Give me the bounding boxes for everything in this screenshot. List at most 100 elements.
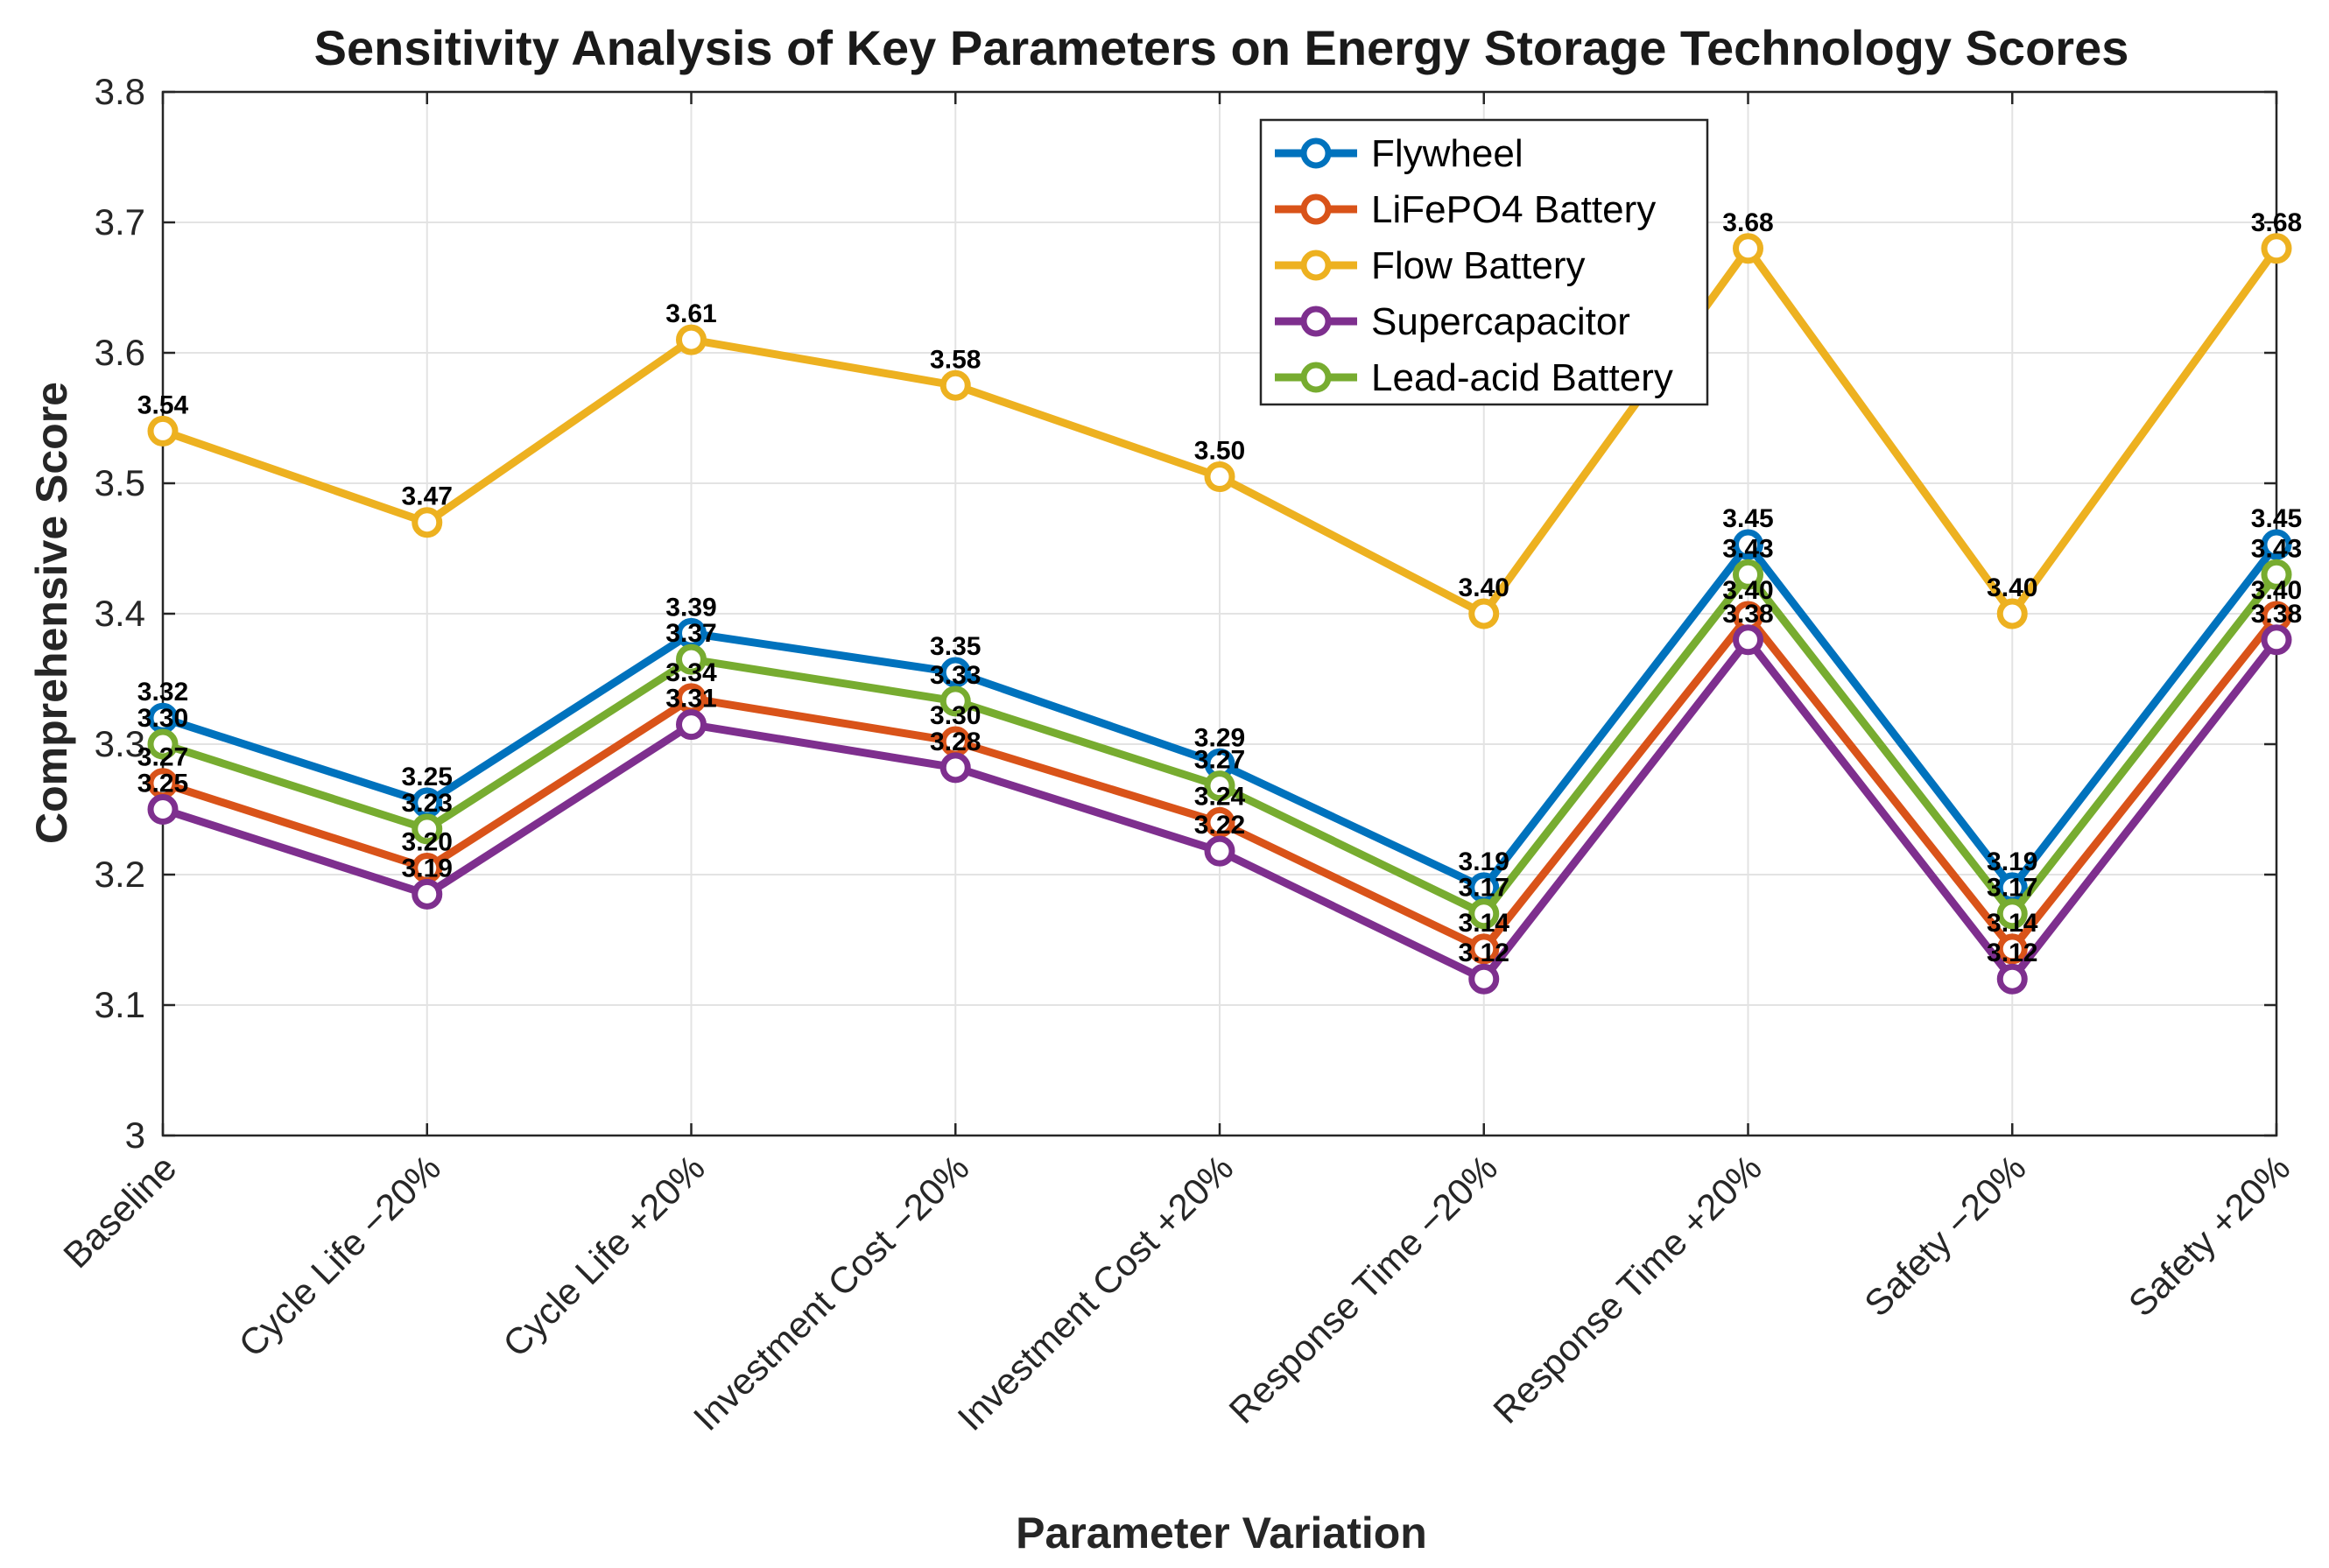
y-tick-label: 3.8 — [95, 71, 145, 112]
data-label-flywheel: 3.45 — [2251, 504, 2302, 533]
data-point-supercapacitor — [2261, 624, 2292, 656]
y-tick-label: 3.7 — [95, 201, 145, 243]
series-flow-battery — [147, 233, 2292, 629]
data-label-supercapacitor: 3.25 — [137, 770, 188, 798]
data-point-flywheel — [2261, 529, 2292, 560]
legend-item-supercapacitor: Supercapacitor — [1275, 300, 1630, 343]
data-point-lead-acid-battery — [2261, 559, 2292, 590]
data-point-lifepo4-battery — [1996, 933, 2028, 965]
data-label-flow-battery: 3.68 — [2251, 208, 2302, 237]
legend-item-flywheel: Flywheel — [1275, 132, 1523, 175]
legend-label: Flow Battery — [1371, 244, 1586, 287]
series-lines — [147, 233, 2292, 995]
legend-item-flow-battery: Flow Battery — [1275, 244, 1586, 287]
x-axis-title: Parameter Variation — [1016, 1508, 1427, 1557]
data-label-lead-acid-battery: 3.43 — [2251, 534, 2302, 563]
legend-swatch-marker — [1300, 362, 1332, 393]
series-lifepo4-battery — [147, 601, 2292, 965]
data-label-flow-battery: 3.68 — [1722, 208, 1773, 237]
series-lead-acid-battery — [147, 559, 2292, 930]
data-point-lead-acid-battery — [147, 728, 179, 760]
data-point-flow-battery — [939, 369, 971, 401]
data-point-flow-battery — [1996, 598, 2028, 629]
data-point-supercapacitor — [1996, 963, 2028, 995]
data-label-lead-acid-battery: 3.17 — [1459, 874, 1509, 903]
data-label-supercapacitor: 3.12 — [1459, 939, 1509, 967]
data-label-flywheel: 3.32 — [137, 678, 188, 707]
data-label-lifepo4-battery: 3.30 — [930, 701, 981, 730]
data-point-supercapacitor — [1733, 624, 1763, 656]
legend-label: Supercapacitor — [1371, 300, 1630, 343]
legend-item-lifepo4-battery: LiFePO4 Battery — [1275, 188, 1656, 231]
data-point-lead-acid-battery — [1996, 898, 2028, 930]
data-point-supercapacitor — [939, 752, 971, 784]
data-point-supercapacitor — [147, 794, 179, 825]
data-label-supercapacitor: 3.12 — [1987, 939, 2037, 967]
data-point-supercapacitor — [676, 709, 707, 741]
data-label-flywheel: 3.19 — [1459, 847, 1509, 876]
data-point-flow-battery — [1733, 233, 1763, 264]
data-label-flywheel: 3.39 — [665, 593, 716, 622]
data-label-flow-battery: 3.54 — [137, 390, 189, 419]
data-label-lead-acid-battery: 3.17 — [1987, 874, 2037, 903]
y-tick-label: 3.2 — [95, 854, 145, 895]
data-labels: 3.32 3.25 3.39 3.35 3.29 3.19 3.45 3.19 3.45 3.27… — [137, 208, 2302, 967]
data-point-lead-acid-battery — [939, 686, 971, 717]
data-point-lead-acid-battery — [1204, 770, 1235, 802]
data-label-lifepo4-battery: 3.40 — [1722, 576, 1773, 605]
data-label-lifepo4-battery: 3.24 — [1194, 782, 1246, 811]
data-point-flywheel — [1733, 529, 1763, 560]
y-axis-title: Comprehensive Score — [27, 382, 76, 844]
data-label-flow-battery: 3.40 — [1459, 573, 1509, 602]
data-label-supercapacitor: 3.22 — [1194, 811, 1245, 840]
data-label-flow-battery: 3.47 — [402, 482, 453, 511]
data-label-flywheel: 3.19 — [1987, 847, 2037, 876]
data-point-lead-acid-battery — [412, 813, 443, 845]
legend-swatch-marker — [1300, 250, 1332, 281]
data-label-lead-acid-battery: 3.23 — [402, 789, 453, 818]
data-label-supercapacitor: 3.28 — [930, 728, 981, 756]
data-label-lead-acid-battery: 3.30 — [137, 704, 188, 733]
y-tick-label: 3.1 — [95, 984, 145, 1025]
data-label-lifepo4-battery: 3.34 — [665, 658, 717, 687]
data-label-supercapacitor: 3.38 — [1722, 600, 1773, 629]
y-tick-label: 3 — [125, 1114, 145, 1156]
data-label-supercapacitor: 3.38 — [2251, 600, 2302, 629]
data-point-lifepo4-battery — [1204, 806, 1235, 838]
data-point-lifepo4-battery — [1468, 933, 1500, 965]
data-label-flywheel: 3.25 — [402, 763, 453, 791]
data-label-lead-acid-battery: 3.37 — [665, 619, 716, 648]
y-tick-label: 3.3 — [95, 723, 145, 764]
y-tick-label: 3.6 — [95, 332, 145, 373]
data-point-flow-battery — [676, 324, 707, 355]
data-point-lead-acid-battery — [1733, 559, 1763, 590]
data-label-supercapacitor: 3.19 — [402, 854, 453, 882]
legend-item-lead-acid-battery: Lead-acid Battery — [1275, 356, 1673, 399]
series-supercapacitor — [147, 624, 2292, 995]
legend-label: LiFePO4 Battery — [1371, 188, 1656, 231]
data-label-flywheel: 3.29 — [1194, 723, 1245, 752]
data-label-supercapacitor: 3.31 — [665, 685, 716, 714]
data-label-lifepo4-battery: 3.14 — [1987, 909, 2038, 938]
data-label-flywheel: 3.45 — [1722, 504, 1773, 533]
legend-swatch-marker — [1300, 193, 1332, 225]
data-label-lifepo4-battery: 3.20 — [402, 828, 453, 857]
data-label-flywheel: 3.35 — [930, 632, 981, 661]
data-label-lifepo4-battery: 3.27 — [137, 743, 188, 772]
legend-label: Flywheel — [1371, 132, 1523, 175]
legend-label: Lead-acid Battery — [1371, 356, 1673, 399]
data-label-flow-battery: 3.50 — [1194, 437, 1245, 466]
data-point-flow-battery — [1204, 461, 1235, 493]
legend-swatch-marker — [1300, 137, 1332, 169]
data-label-flow-battery: 3.40 — [1987, 573, 2037, 602]
data-point-flow-battery — [1468, 598, 1500, 629]
data-label-flow-battery: 3.58 — [930, 345, 981, 374]
data-label-lead-acid-battery: 3.33 — [930, 661, 981, 690]
data-point-lead-acid-battery — [1468, 898, 1500, 930]
data-point-supercapacitor — [1204, 835, 1235, 867]
data-label-lead-acid-battery: 3.27 — [1194, 746, 1245, 775]
data-label-lifepo4-battery: 3.14 — [1459, 909, 1510, 938]
data-point-supercapacitor — [412, 878, 443, 910]
